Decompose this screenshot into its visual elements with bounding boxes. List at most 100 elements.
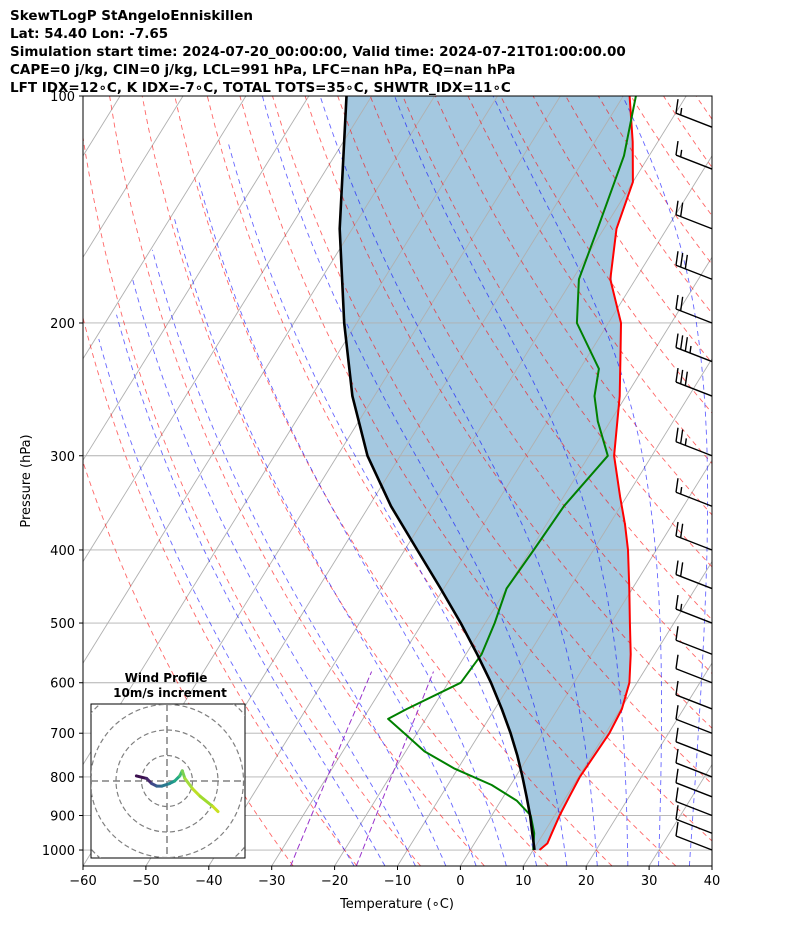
dry-adiabat (83, 460, 294, 866)
wind-barb (675, 427, 713, 457)
chart-title-cape: CAPE=0 j/kg, CIN=0 j/kg, LCL=991 hPa, LF… (10, 62, 516, 78)
x-tick-label: −10 (384, 874, 411, 889)
chart-title-indices: LFT IDX=12∘C, K IDX=-7∘C, TOTAL TOTS=35∘… (10, 80, 511, 96)
isotherm-line (334, 256, 712, 866)
moist-adiabat (261, 96, 568, 866)
x-tick-label: 10 (515, 874, 532, 889)
wind-barb-staff (675, 800, 713, 817)
wind-barb (675, 768, 713, 798)
x-tick-label: −30 (258, 874, 285, 889)
moist-adiabat (622, 96, 709, 866)
wind-barb-flag (675, 821, 679, 837)
dry-adiabat (304, 96, 712, 729)
moist-adiabat (116, 314, 386, 866)
dry-adiabat (695, 96, 712, 121)
mixing-ratio-line (290, 671, 373, 866)
y-tick-label: 100 (50, 90, 75, 105)
mixing-ratio-line (355, 671, 434, 866)
wind-barb-flag (684, 254, 689, 269)
wind-barb-flag (679, 603, 683, 611)
wind-barb-flag (675, 654, 679, 669)
moist-adiabat (227, 141, 538, 866)
wind-barb-flag (684, 371, 689, 386)
parcel-profile-line (338, 96, 536, 851)
moist-adiabat (98, 338, 355, 866)
dry-adiabat (369, 96, 712, 621)
wind-barb-flag (675, 294, 679, 310)
wind-barb (675, 478, 713, 507)
y-tick-label: 400 (50, 544, 75, 559)
wind-barb-staff (675, 835, 713, 851)
wind-barb-staff (675, 741, 713, 757)
wind-barb (675, 654, 713, 684)
wind-barb (675, 680, 713, 710)
wind-barb-flag (675, 521, 679, 537)
isotherm-line (83, 96, 373, 563)
wind-barb-flag (689, 345, 692, 354)
x-tick-label: 40 (704, 874, 721, 889)
wind-barb-flag (675, 787, 679, 802)
moist-adiabat (151, 249, 447, 866)
wind-barb-staff (675, 535, 713, 551)
chart-title-block: SkewTLogP StAngeloEnniskillen Lat: 54.40… (10, 7, 626, 97)
isotherm-line (522, 560, 712, 866)
wind-barb (675, 594, 713, 624)
dry-adiabat (500, 96, 712, 414)
hodograph-title: Wind Profile (125, 671, 208, 685)
x-axis-label: Temperature (∘C) (339, 897, 454, 912)
moist-adiabat (492, 96, 662, 866)
wind-barb-flag (679, 429, 684, 444)
wind-barb-staff (675, 718, 713, 734)
wind-barb (675, 251, 713, 280)
y-tick-label: 300 (50, 450, 75, 465)
dry-adiabat (729, 96, 794, 866)
dry-adiabat (83, 134, 422, 866)
y-tick-label: 1000 (42, 844, 75, 859)
wind-barb (675, 805, 713, 834)
wind-barb (675, 727, 713, 757)
wind-barb-staff (675, 762, 713, 778)
dry-adiabat (141, 96, 549, 866)
y-tick-label: 500 (50, 617, 75, 632)
wind-barb-staff (675, 491, 713, 507)
dry-adiabat (206, 96, 677, 866)
wind-barb-staff (675, 264, 713, 280)
wind-barb-flag (675, 333, 679, 348)
wind-barb-flag (675, 99, 679, 114)
wind-barb-flag (679, 369, 684, 384)
dewpoint-profile-line (387, 96, 637, 851)
wind-barb-staff (675, 154, 713, 170)
x-tick-label: 0 (456, 874, 464, 889)
hodograph-segment (183, 776, 194, 791)
y-tick-label: 900 (50, 810, 75, 825)
wind-barb-flag (675, 140, 679, 156)
hodograph-ring (91, 704, 245, 858)
wind-barb-flag (679, 252, 684, 268)
wind-barb-flag (675, 367, 679, 383)
wind-barb-flag (679, 296, 684, 311)
wind-barb-staff (675, 608, 713, 624)
wind-barb (675, 140, 713, 170)
hodograph-subtitle: 10m/s increment (113, 686, 227, 700)
moist-adiabat (319, 96, 598, 866)
moist-adiabat (173, 217, 477, 866)
hodograph-segment (198, 794, 215, 808)
wind-barb-staff (675, 112, 713, 128)
wind-barb-flag (675, 768, 679, 783)
wind-barb-flag (675, 560, 679, 575)
chart-title-location: Lat: 54.40 Lon: -7.65 (10, 26, 169, 42)
chart-title-station: SkewTLogP StAngeloEnniskillen (10, 8, 253, 24)
hodograph-plot (91, 704, 245, 858)
wind-barb-staff (675, 346, 713, 363)
dry-adiabat (83, 315, 358, 866)
wind-barb (675, 560, 713, 590)
wind-barb (675, 99, 713, 128)
wind-barb (675, 787, 713, 817)
cape-shading (339, 96, 633, 851)
y-tick-label: 200 (50, 317, 75, 332)
wind-barb-flag (675, 200, 679, 215)
wind-barb-staff (675, 782, 713, 798)
wind-barb (675, 294, 713, 324)
x-tick-label: −40 (195, 874, 222, 889)
